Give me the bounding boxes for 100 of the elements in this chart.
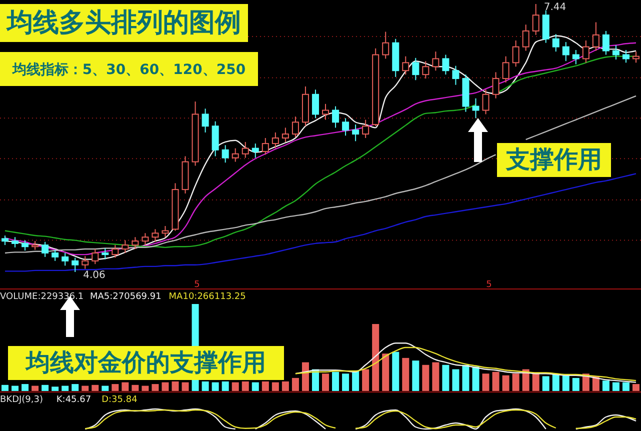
bar [302, 362, 309, 391]
candlestick [632, 51, 640, 64]
candlestick [92, 248, 99, 265]
bar [242, 381, 249, 391]
bar [432, 362, 440, 391]
bar [122, 382, 129, 391]
candlestick [272, 132, 279, 149]
candlestick [52, 249, 59, 262]
bar [392, 352, 400, 391]
bar [472, 366, 480, 391]
candlestick [572, 49, 580, 65]
bar [542, 376, 550, 391]
bar [142, 386, 149, 391]
bar [252, 382, 259, 391]
bar [152, 384, 159, 391]
text: MA10:266113.25 [168, 292, 246, 302]
candlestick [312, 89, 319, 119]
bar [12, 386, 19, 391]
candlestick [232, 148, 239, 162]
candlestick [532, 4, 540, 36]
bar [412, 360, 420, 391]
candlestick [472, 98, 480, 119]
bar [402, 358, 410, 391]
candlestick [42, 241, 49, 258]
chart-title: BKDJ(9,3) [0, 395, 43, 405]
chart-title: VOLUME:229336.1 [0, 292, 84, 302]
candlestick [242, 141, 249, 158]
bar [162, 382, 169, 391]
candlestick [412, 57, 420, 81]
bar [202, 381, 209, 391]
bar [132, 384, 139, 391]
annotation: 均线指标：5、30、60、120、250 [11, 62, 246, 78]
series-label: K:45.67 [56, 395, 92, 405]
candlestick [612, 44, 620, 60]
bar [262, 381, 269, 391]
bar [72, 384, 79, 391]
candlestick [132, 236, 139, 250]
candlestick [222, 144, 229, 164]
candlestick [282, 127, 289, 142]
bar [462, 364, 470, 391]
candlestick [292, 116, 299, 138]
candlestick [522, 24, 530, 52]
bar [532, 374, 540, 391]
bar [42, 384, 49, 391]
candlestick [342, 118, 350, 136]
candlestick [552, 34, 560, 52]
series-label: D:35.84 [102, 395, 138, 405]
annotation: 7.44 [544, 2, 566, 13]
candlestick [492, 72, 500, 99]
candlestick [432, 51, 440, 72]
candlestick [212, 120, 219, 157]
bar [172, 381, 179, 391]
bar [322, 374, 330, 391]
chart-title: 均线多头排列的图例 [5, 8, 241, 38]
candlestick [502, 56, 510, 83]
bar [32, 386, 39, 391]
bar [572, 378, 580, 391]
bar [382, 354, 390, 391]
candlestick [62, 252, 69, 266]
candlestick [592, 22, 600, 52]
candlestick [152, 228, 159, 242]
candlestick [442, 54, 450, 76]
candlestick [122, 240, 129, 254]
bar [22, 384, 29, 391]
bar [612, 382, 620, 391]
bar [2, 384, 9, 391]
bar [292, 378, 299, 391]
candlestick [512, 40, 520, 68]
candlestick [2, 235, 9, 246]
bar [502, 375, 510, 391]
candlestick [262, 138, 269, 156]
bar [512, 374, 520, 391]
candlestick [352, 124, 360, 142]
candlestick [562, 42, 570, 62]
bar [82, 386, 89, 391]
bar [212, 382, 219, 391]
candlestick [202, 108, 209, 133]
bar [182, 382, 189, 391]
bar [52, 386, 59, 391]
bar [62, 386, 69, 391]
candlestick [252, 143, 259, 158]
candlestick [322, 103, 330, 120]
candlestick [382, 31, 390, 60]
text: MA5:270569.91 [90, 292, 162, 302]
annotation: 均线对金价的支撑作用 [24, 348, 266, 377]
candlestick [332, 106, 340, 128]
text: 5 [486, 280, 492, 290]
bar [602, 380, 610, 391]
bar [622, 382, 630, 391]
bar [92, 384, 99, 391]
candlestick [482, 89, 490, 115]
candlestick [402, 56, 410, 76]
candlestick [362, 119, 370, 138]
candlestick [622, 49, 630, 64]
bar [442, 364, 450, 391]
bar [422, 364, 430, 391]
bar [562, 375, 570, 391]
bar [552, 374, 560, 391]
candlestick [142, 232, 149, 246]
candlestick [582, 40, 590, 64]
